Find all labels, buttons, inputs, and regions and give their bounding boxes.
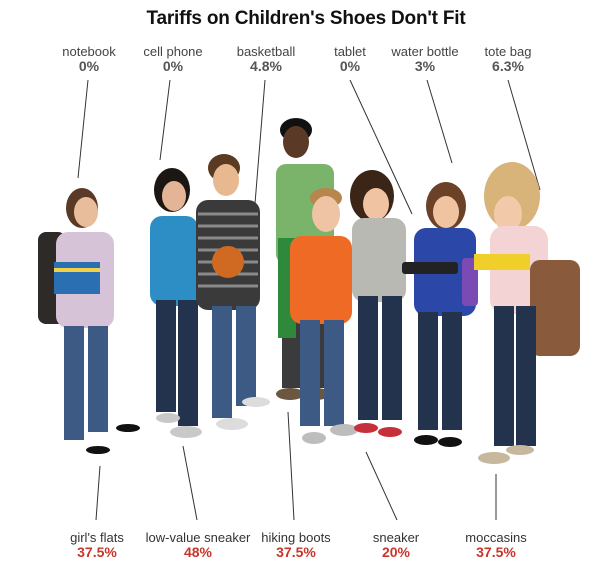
kid-moccasins: [474, 162, 580, 464]
label-basketball: basketball 4.8%: [211, 44, 321, 74]
label-tariff: 37.5%: [77, 544, 117, 560]
label-name: moccasins: [465, 530, 527, 545]
label-low-value-sneaker: low-value sneaker 48%: [132, 530, 264, 560]
label-hiking-boots: hiking boots 37.5%: [241, 530, 351, 560]
label-tariff: 0%: [339, 58, 361, 74]
label-name: low-value sneaker: [145, 530, 251, 545]
kid-orange-shirt: [278, 188, 358, 444]
page-title: Tariffs on Children's Shoes Don't Fit: [146, 8, 466, 29]
label-girls-flats: girl's flats 37.5%: [42, 530, 152, 560]
label-tablet: tablet 0%: [295, 44, 405, 74]
label-name: tablet: [334, 44, 366, 59]
kid-girl-flats: [38, 188, 140, 454]
label-tariff: 6.3%: [492, 58, 524, 74]
label-tariff: 48%: [183, 544, 213, 560]
label-tariff: 37.5%: [276, 544, 316, 560]
label-tote-bag: tote bag 6.3%: [453, 44, 563, 74]
label-cell-phone: cell phone 0%: [118, 44, 228, 74]
label-name: sneaker: [372, 530, 420, 545]
label-name: basketball: [236, 44, 296, 59]
label-name: cell phone: [143, 44, 203, 59]
kid-tablet: [402, 182, 478, 447]
label-name: girl's flats: [70, 530, 124, 545]
label-tariff: 20%: [381, 544, 411, 560]
kid-basketball: [196, 154, 270, 430]
label-tariff: 0%: [162, 58, 184, 74]
label-water-bottle: water bottle 3%: [370, 44, 480, 74]
kid-sneaker: [350, 170, 406, 437]
label-tariff: 37.5%: [476, 544, 516, 560]
label-tariff: 3%: [414, 58, 436, 74]
label-name: hiking boots: [261, 530, 331, 545]
label-name: notebook: [62, 44, 116, 59]
label-name: tote bag: [484, 44, 532, 59]
label-notebook: notebook 0%: [34, 44, 144, 74]
label-tariff: 4.8%: [250, 58, 282, 74]
label-name: water bottle: [391, 44, 459, 59]
leader-lines: [77, 79, 541, 521]
kid-low-value-sneaker: [150, 168, 202, 438]
label-tariff: 0%: [78, 58, 100, 74]
label-moccasins: moccasins 37.5%: [441, 530, 551, 560]
label-sneaker: sneaker 20%: [341, 530, 451, 560]
